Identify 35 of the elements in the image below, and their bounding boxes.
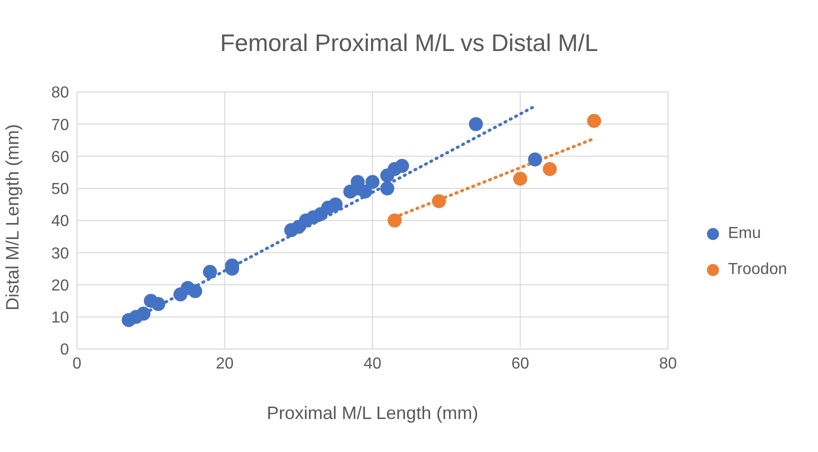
point — [366, 174, 380, 189]
x-axis-title: Proximal M/L Length (mm) — [266, 403, 478, 423]
point — [528, 152, 542, 166]
y-tick-label: 0 — [60, 342, 70, 359]
point — [358, 184, 372, 199]
y-tick-label: 80 — [51, 84, 70, 102]
y-tick-label: 10 — [51, 310, 70, 327]
y-axis-title: Distal M/L Length (mm) — [2, 124, 22, 310]
point — [432, 194, 446, 208]
x-tick-label: 20 — [216, 355, 234, 372]
legend-label: Troodon — [728, 261, 787, 279]
y-tick-label: 20 — [51, 277, 70, 294]
x-tick-label: 40 — [364, 355, 382, 372]
point — [468, 117, 483, 132]
point — [136, 306, 150, 321]
x-tick-label: 60 — [511, 355, 530, 372]
y-tick-label: 30 — [51, 245, 70, 262]
point — [151, 297, 166, 312]
x-tick-label: 80 — [659, 355, 677, 372]
y-tick-label: 60 — [51, 148, 70, 166]
point — [513, 172, 528, 186]
point — [202, 264, 217, 279]
point — [328, 197, 343, 212]
point — [188, 284, 202, 298]
y-tick-label: 50 — [51, 181, 70, 198]
x-tick-label: 0 — [72, 355, 82, 372]
point — [388, 214, 402, 228]
point — [587, 114, 602, 128]
y-tick-label: 70 — [51, 116, 70, 134]
point — [542, 162, 557, 176]
chart-title: Femoral Proximal M/L vs Distal M/L — [219, 30, 599, 58]
y-tick-label: 40 — [51, 213, 70, 230]
point — [380, 181, 394, 196]
legend-label: Emu — [728, 225, 761, 243]
point — [395, 158, 410, 173]
